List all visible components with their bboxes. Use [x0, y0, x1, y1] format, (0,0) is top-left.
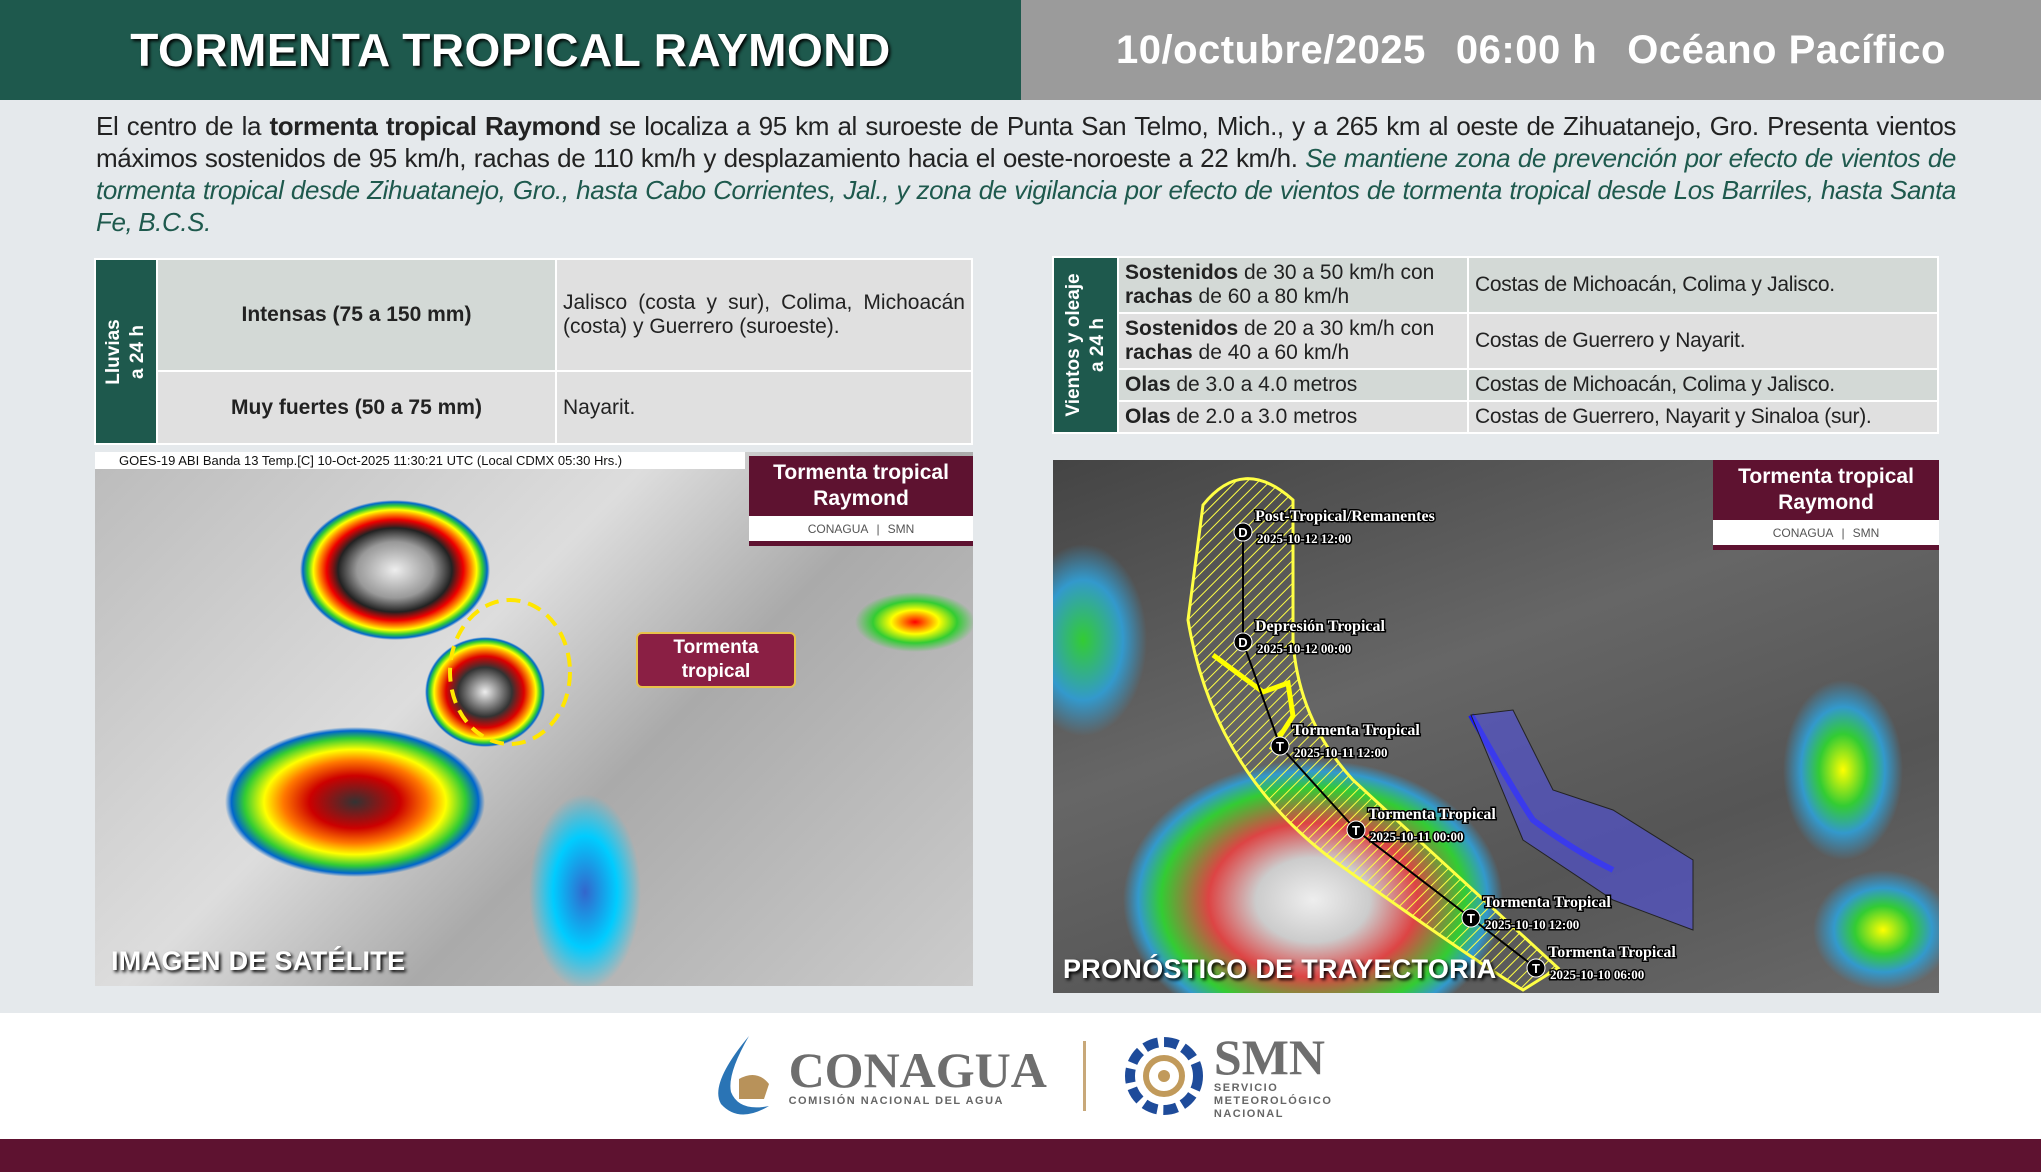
conagua-subtitle: COMISIÓN NACIONAL DEL AGUA [788, 1094, 1004, 1107]
forecast-label: PRONÓSTICO DE TRAYECTORIA [1063, 954, 1497, 984]
watch-coast [1211, 652, 1296, 752]
footer-logos: CONAGUA COMISIÓN NACIONAL DEL AGUA SMN SE… [0, 1013, 2041, 1139]
wave-areas: Costas de Guerrero, Nayarit y Sinaloa (s… [1467, 400, 1939, 434]
summary-part: El centro de la [96, 111, 270, 141]
storm-outline [448, 598, 572, 746]
track-point-time: 2025-10-11 12:00 [1294, 745, 1388, 760]
forecast-badge: Tormenta tropical Raymond CONAGUA | SMN [1713, 460, 1939, 550]
track-svg: T Tormenta Tropical 2025-10-10 06:00 T Torme… [1186, 477, 1694, 992]
rain-areas: Nayarit. [555, 370, 973, 445]
bulletin-time: 06:00 h [1455, 27, 1598, 72]
side-label: a 24 h [1086, 318, 1108, 372]
forecast-cone [1186, 477, 1561, 992]
satellite-badge: Tormenta tropical Raymond CONAGUA | SMN [749, 456, 973, 546]
track-point-name: Tormenta Tropical [1483, 894, 1611, 911]
storm-label: Tormenta tropical [636, 632, 796, 688]
track-point-time: 2025-10-12 12:00 [1257, 531, 1351, 546]
track-point-marker [1526, 958, 1546, 978]
wind-condition: Sostenidos de 20 a 30 km/h con rachas de… [1117, 312, 1469, 370]
header-info: 10/octubre/2025 06:00 h Océano Pacífico [1021, 0, 2041, 100]
track-point-name: Post-Tropical/Remanentes [1255, 508, 1435, 525]
side-label: Vientos y oleaje [1062, 273, 1084, 417]
rain-areas: Jalisco (costa y sur), Colima, Michoacán… [555, 258, 973, 372]
bottom-bar [0, 1139, 2041, 1172]
track-point-time: 2025-10-12 00:00 [1257, 641, 1351, 656]
track-point-name: Depresión Tropical [1255, 618, 1385, 635]
divider [1082, 1041, 1086, 1111]
wind-areas: Costas de Guerrero y Nayarit. [1467, 312, 1939, 370]
badge-title: Tormenta tropical Raymond [1738, 465, 1914, 514]
wave-condition: Olas de 2.0 a 3.0 metros [1117, 400, 1469, 434]
rain-table: Lluvias a 24 h Intensas (75 a 150 mm) Jal… [94, 258, 973, 445]
summary-warning: Se mantiene zona de prevención por efect… [96, 143, 1956, 237]
side-label: Lluvias [103, 318, 124, 385]
track-point-symbol: T [1276, 739, 1284, 754]
title-text: TORMENTA TROPICAL RAYMOND [130, 24, 891, 76]
track-point-symbol: T [1467, 911, 1475, 926]
satellite-caption: GOES-19 ABI Banda 13 Temp.[C] 10-Oct-202… [95, 452, 745, 469]
track-point-symbol: T [1532, 961, 1540, 976]
satellite-label: IMAGEN DE SATÉLITE [111, 946, 406, 976]
track-point-name: Tormenta Tropical [1548, 944, 1676, 961]
water-drop-eagle-icon [717, 1036, 769, 1115]
track-point-symbol: T [1352, 823, 1360, 838]
wind-table: Vientos y oleaje a 24 h Sostenidos de 30 … [1052, 256, 1939, 434]
wind-side-label: Vientos y oleaje a 24 h [1052, 256, 1119, 434]
track-point-marker [1233, 632, 1253, 652]
smn-logo: SMN SERVICIO METEOROLÓGICO NACIONAL [1122, 1032, 1333, 1121]
track-point-time: 2025-10-11 00:00 [1370, 829, 1464, 844]
summary-part: se localiza a 95 km al suroeste de Punta… [96, 111, 1956, 173]
rain-level: Muy fuertes (50 a 75 mm) [156, 370, 557, 445]
track-point-marker [1346, 820, 1366, 840]
track-point-symbol: D [1238, 525, 1247, 540]
rain-side-label: Lluvias a 24 h [94, 258, 158, 445]
wave-areas: Costas de Michoacán, Colima y Jalisco. [1467, 368, 1939, 402]
smn-logo: SMN [1852, 525, 1880, 540]
wind-areas: Costas de Michoacán, Colima y Jalisco. [1467, 256, 1939, 314]
track-point: D Depresión Tropical 2025-10-12 00:00 [1233, 617, 1387, 658]
track-point: D Post-Tropical/Remanentes 2025-10-12 12:0… [1233, 507, 1436, 548]
smn-spiral-icon [1124, 1037, 1203, 1115]
bulletin-date: 10/octubre/2025 [1116, 27, 1426, 72]
track-point-name: Tormenta Tropical [1368, 806, 1496, 823]
conagua-logo: CONAGUA [1772, 525, 1834, 540]
track-point: T Tormenta Tropical 2025-10-11 00:00 [1346, 805, 1498, 846]
smn-subtitle: SERVICIO METEOROLÓGICO NACIONAL [1213, 1081, 1333, 1120]
conagua-name: CONAGUA [788, 1041, 1047, 1098]
bulletin-region: Océano Pacífico [1627, 27, 1946, 72]
track-point-time: 2025-10-10 12:00 [1485, 917, 1579, 932]
track-point-marker [1270, 736, 1290, 756]
page-title: TORMENTA TROPICAL RAYMOND [0, 0, 1021, 100]
track-point: T Tormenta Tropical 2025-10-10 12:00 [1461, 893, 1613, 934]
badge-title: Tormenta tropical Raymond [773, 461, 949, 510]
side-label: a 24 h [127, 324, 148, 379]
conagua-logo: CONAGUA [807, 521, 869, 536]
summary-text: El centro de la tormenta tropical Raymon… [96, 110, 1956, 238]
wave-condition: Olas de 3.0 a 4.0 metros [1117, 368, 1469, 402]
track-line [1242, 532, 1537, 969]
track-point-time: 2025-10-10 06:00 [1550, 967, 1644, 982]
summary-storm-name: tormenta tropical Raymond [269, 111, 601, 141]
satellite-image: GOES-19 ABI Banda 13 Temp.[C] 10-Oct-202… [95, 452, 973, 986]
rain-level: Intensas (75 a 150 mm) [156, 258, 557, 372]
track-point: T Tormenta Tropical 2025-10-10 06:00 [1526, 943, 1678, 984]
track-point-marker [1461, 908, 1481, 928]
wind-condition: Sostenidos de 30 a 50 km/h con rachas de… [1117, 256, 1469, 314]
smn-name: SMN [1213, 1028, 1326, 1085]
track-point-name: Tormenta Tropical [1292, 722, 1420, 739]
track-point-marker [1233, 522, 1253, 542]
smn-logo: SMN [887, 521, 915, 536]
forecast-map: T Tormenta Tropical 2025-10-10 06:00 T Torme… [1053, 460, 1939, 993]
warning-area [1470, 709, 1694, 931]
track-point: T Tormenta Tropical 2025-10-11 12:00 [1270, 721, 1422, 762]
track-point-symbol: D [1238, 635, 1247, 650]
conagua-logo: CONAGUA COMISIÓN NACIONAL DEL AGUA [709, 1034, 1047, 1118]
